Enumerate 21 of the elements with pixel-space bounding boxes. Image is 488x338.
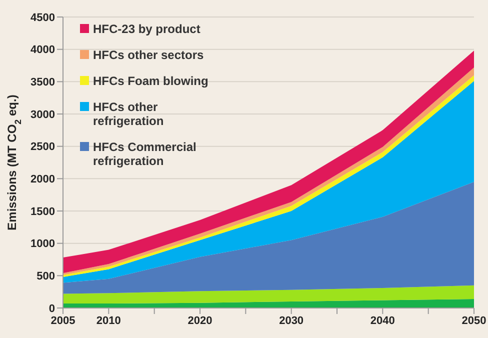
y-tick-label: 2500 bbox=[30, 141, 55, 154]
y-tick-label: 1000 bbox=[30, 238, 55, 250]
legend-label: HFC-23 by product bbox=[93, 22, 200, 36]
y-tick-label: 1500 bbox=[30, 206, 55, 218]
y-tick-label: 500 bbox=[36, 270, 55, 283]
x-tick-label: 2020 bbox=[188, 314, 212, 327]
legend-label: HFCs Foam blowing bbox=[93, 74, 208, 88]
y-tick-label: 4000 bbox=[30, 44, 55, 56]
x-tick-label: 2050 bbox=[462, 314, 486, 327]
y-tick-label: 0 bbox=[48, 302, 55, 315]
y-tick-label: 4500 bbox=[30, 12, 55, 24]
x-tick-label: 2040 bbox=[370, 314, 395, 327]
x-tick-label: 2010 bbox=[96, 314, 121, 327]
x-tick-label: 2030 bbox=[279, 314, 304, 327]
legend-label: HFCs other refrigeration bbox=[93, 100, 165, 128]
y-tick-label: 3500 bbox=[30, 76, 55, 89]
legend-label: HFCs Commercial refrigeration bbox=[93, 140, 198, 168]
y-tick-label: 2000 bbox=[30, 174, 55, 186]
y-tick-label: 3000 bbox=[30, 108, 55, 121]
x-tick-label: 2005 bbox=[50, 314, 76, 327]
legend-label: HFCs other sectors bbox=[93, 48, 204, 62]
